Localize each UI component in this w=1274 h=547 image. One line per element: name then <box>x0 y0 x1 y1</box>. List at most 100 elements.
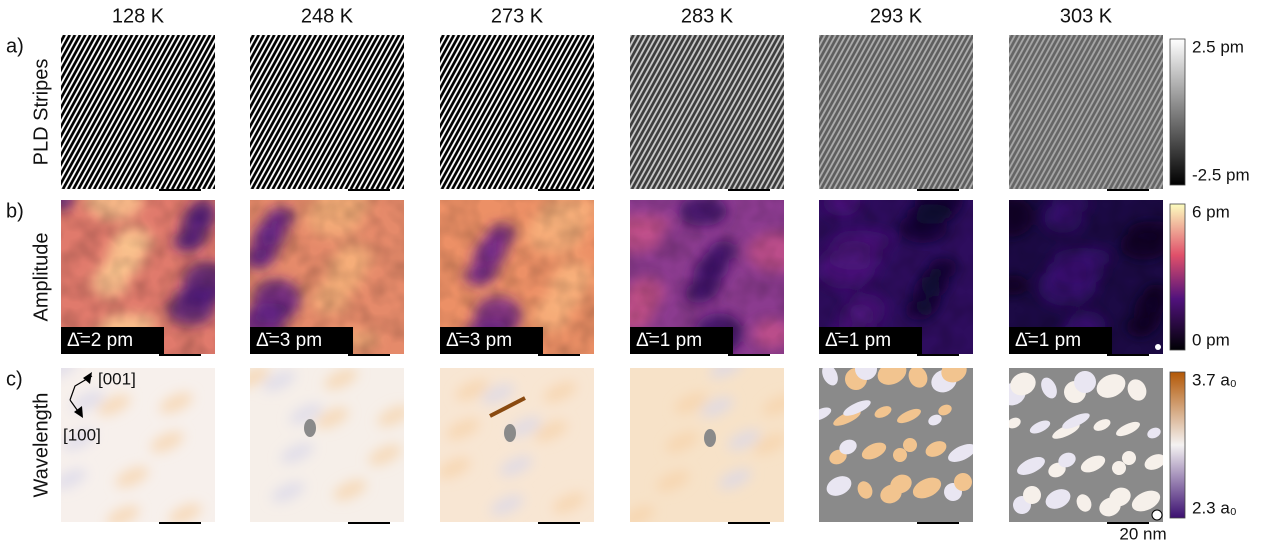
stripe <box>944 137 973 189</box>
blob <box>727 429 761 451</box>
wavelength-panel <box>1009 368 1163 522</box>
blob <box>954 473 972 491</box>
stripe <box>440 35 499 143</box>
blob <box>925 441 947 457</box>
stripe <box>1087 51 1163 189</box>
stripe <box>250 35 320 162</box>
stripe <box>819 35 847 86</box>
stripe <box>61 35 136 171</box>
stripe <box>1033 35 1120 189</box>
stripe <box>1056 35 1144 189</box>
stripe <box>137 48 215 189</box>
row-letter: c) <box>6 368 23 390</box>
stripe <box>630 35 679 124</box>
colorbar <box>1169 371 1186 519</box>
stripe <box>819 35 881 148</box>
stripe <box>1035 35 1123 189</box>
stripe <box>830 35 918 189</box>
blob <box>890 474 912 494</box>
stripe <box>630 35 666 101</box>
stripe <box>250 35 268 67</box>
column-header: 248 K <box>301 5 354 27</box>
stripe <box>61 35 97 101</box>
stripe <box>0 35 18 189</box>
row-label: PLD Stripes <box>30 59 52 166</box>
stripe <box>819 35 845 82</box>
stripe <box>633 35 720 189</box>
stripe <box>848 35 935 189</box>
stripe <box>1064 35 1151 189</box>
stripe <box>253 35 340 189</box>
stripe <box>119 35 206 189</box>
stripe <box>646 35 734 189</box>
row-label: Amplitude <box>30 233 52 322</box>
defect-line <box>489 396 526 418</box>
stripe <box>819 35 868 124</box>
stripe <box>503 35 591 189</box>
stripe <box>740 108 784 189</box>
stripe <box>323 42 404 189</box>
stripe <box>82 35 170 189</box>
blob <box>97 394 131 416</box>
stripe <box>1090 57 1163 189</box>
stripe <box>482 35 570 189</box>
stripe <box>282 35 369 189</box>
stripe-panel <box>250 35 404 189</box>
stripe <box>389 161 404 189</box>
stripe <box>874 35 961 189</box>
stripe <box>641 35 729 189</box>
stripe <box>1061 35 1149 189</box>
stripe <box>1085 48 1163 189</box>
stripe <box>440 35 513 167</box>
stripe <box>819 35 894 171</box>
blob <box>543 381 577 403</box>
stripe <box>250 35 314 152</box>
stripe <box>440 35 523 186</box>
stripe <box>124 35 212 189</box>
stripe <box>440 35 494 133</box>
stripe <box>573 152 594 189</box>
stripe <box>440 35 458 67</box>
stripe <box>819 35 852 95</box>
stripe <box>630 35 671 111</box>
stripe <box>1009 35 1035 82</box>
blob <box>1009 417 1021 429</box>
blob <box>62 429 96 451</box>
blob <box>508 416 542 438</box>
stripe <box>819 35 902 186</box>
blob <box>1010 372 1036 396</box>
stripe <box>952 152 973 189</box>
colorbar-max: 3.7 a₀ <box>1192 370 1237 389</box>
stripe <box>667 35 755 189</box>
direction-label: [100] <box>63 425 101 444</box>
blob <box>908 368 928 388</box>
stripe <box>360 108 404 189</box>
stripe <box>819 35 876 139</box>
stripe <box>93 35 180 189</box>
stripe <box>1137 142 1163 189</box>
stripe <box>887 35 973 189</box>
stripe <box>440 35 510 162</box>
stripe <box>1009 35 1063 133</box>
blob <box>941 368 967 383</box>
stripe <box>354 99 404 189</box>
colorbar-max: 2.5 pm <box>1192 37 1244 56</box>
stripe <box>763 152 784 189</box>
blob <box>481 383 515 405</box>
stripe <box>630 35 668 105</box>
stripe <box>349 89 404 189</box>
stripe <box>87 35 175 189</box>
stripe <box>682 35 770 189</box>
wavelength-panel <box>630 368 784 522</box>
blob <box>1058 452 1076 468</box>
stripe <box>644 35 731 189</box>
stripe <box>1059 35 1146 189</box>
stripe <box>819 35 842 77</box>
stripe <box>1009 35 1040 92</box>
stripe <box>630 35 692 148</box>
stripe <box>1009 35 1079 162</box>
blob <box>877 368 907 385</box>
stripe <box>440 35 461 73</box>
stripe <box>61 35 139 177</box>
stripe <box>1142 152 1163 189</box>
